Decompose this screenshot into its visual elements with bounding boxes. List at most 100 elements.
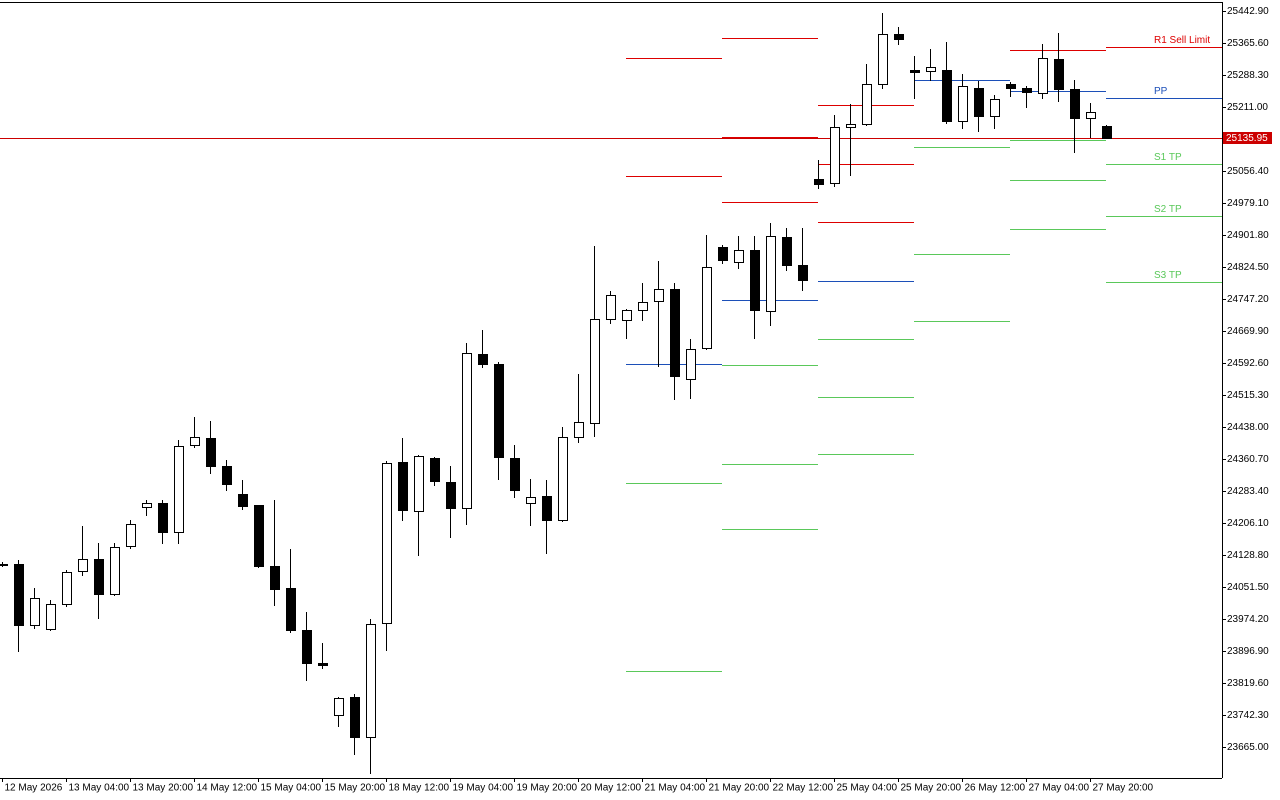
y-tick-label: 24824.50 [1227, 262, 1269, 273]
candle-body [670, 289, 680, 377]
y-tick-label: 24592.60 [1227, 358, 1269, 369]
candle-body [286, 588, 296, 631]
candle-body [318, 663, 328, 666]
candle-body [30, 598, 40, 626]
y-tick-label: 24901.80 [1227, 230, 1269, 241]
candle-body [942, 70, 952, 122]
candle-body [750, 250, 760, 311]
x-tick-label: 15 May 20:00 [325, 783, 386, 794]
y-tick-label: 25365.60 [1227, 38, 1269, 49]
y-tick-label: 24051.50 [1227, 582, 1269, 593]
y-tick-label: 23665.00 [1227, 742, 1269, 753]
candle-body [446, 482, 456, 509]
candle-body [798, 265, 808, 281]
x-tick-label: 27 May 20:00 [1093, 783, 1154, 794]
candle-body [862, 84, 872, 125]
candle-body [494, 364, 504, 458]
candle-body [718, 247, 728, 261]
candle-body [430, 458, 440, 482]
y-tick-label: 24747.20 [1227, 294, 1269, 305]
candle-body [94, 559, 104, 595]
x-tick-label: 13 May 04:00 [69, 783, 130, 794]
candle-body [254, 505, 264, 567]
candle-body [702, 267, 712, 349]
candle-body [142, 503, 152, 508]
y-tick-label: 24669.90 [1227, 326, 1269, 337]
candle-body [462, 353, 472, 509]
candles [0, 13, 1112, 774]
candle-body [46, 604, 56, 630]
candle-body [334, 698, 344, 716]
pivot-level-label: S1 TP [1154, 152, 1182, 163]
candle-body [574, 422, 584, 438]
candle-body [814, 179, 824, 185]
candle-body [1006, 84, 1016, 89]
candle-body [606, 295, 616, 320]
x-tick-label: 13 May 20:00 [133, 783, 194, 794]
y-tick-label: 24206.10 [1227, 518, 1269, 529]
candle-body [910, 70, 920, 73]
pivot-level-label: S2 TP [1154, 204, 1182, 215]
candle-body [830, 127, 840, 184]
candle-body [126, 524, 136, 547]
candle-body [398, 462, 408, 511]
candle-body [974, 88, 984, 117]
pivot-level-label: PP [1154, 86, 1168, 97]
candle-body [734, 250, 744, 263]
y-tick-label: 23896.90 [1227, 646, 1269, 657]
candle-body [990, 99, 1000, 117]
candle-body [110, 547, 120, 595]
candle-body [1022, 88, 1032, 93]
current-price-box [1223, 132, 1272, 144]
x-tick-label: 15 May 04:00 [261, 783, 322, 794]
x-tick-label: 27 May 04:00 [1029, 783, 1090, 794]
candle-body [846, 124, 856, 128]
candle-body [558, 437, 568, 521]
candle-body [174, 446, 184, 533]
candle-body [894, 34, 904, 40]
x-tick-label: 26 May 12:00 [965, 783, 1026, 794]
candle-body [1102, 126, 1112, 139]
candle-body [782, 237, 792, 266]
candle-body [878, 34, 888, 85]
candle-body [206, 438, 216, 467]
candle-body [654, 289, 664, 302]
candle-body [638, 302, 648, 311]
candle-body [686, 349, 696, 380]
candle-body [270, 566, 280, 590]
candle-body [526, 497, 536, 504]
candle-body [622, 310, 632, 321]
pivot-level-label: R1 Sell Limit [1154, 35, 1210, 46]
candle-body [222, 466, 232, 485]
x-tick-label: 12 May 2026 [5, 783, 63, 794]
candle-body [590, 319, 600, 424]
candle-body [542, 496, 552, 521]
candle-body [414, 456, 424, 512]
candle-body [1086, 112, 1096, 119]
candle-body [190, 437, 200, 446]
candle-body [78, 559, 88, 572]
pivot-level-label: S3 TP [1154, 270, 1182, 281]
y-tick-label: 23974.20 [1227, 614, 1269, 625]
y-tick-label: 24438.00 [1227, 422, 1269, 433]
candle-body [766, 236, 776, 312]
y-tick-label: 24128.80 [1227, 550, 1269, 561]
x-tick-label: 19 May 04:00 [453, 783, 514, 794]
x-tick-label: 18 May 12:00 [389, 783, 450, 794]
candle-body [238, 494, 248, 507]
candle-body [158, 503, 168, 533]
y-tick-label: 25211.00 [1227, 102, 1268, 113]
candle-body [1070, 89, 1080, 119]
x-tick-label: 21 May 20:00 [709, 783, 770, 794]
y-tick-label: 23742.30 [1227, 710, 1269, 721]
x-tick-label: 25 May 04:00 [837, 783, 898, 794]
candle-body [14, 564, 24, 626]
candle-body [382, 463, 392, 624]
candle-body [62, 572, 72, 605]
y-tick-label: 25288.30 [1227, 70, 1269, 81]
candle-body [302, 630, 312, 664]
candle-body [366, 624, 376, 738]
